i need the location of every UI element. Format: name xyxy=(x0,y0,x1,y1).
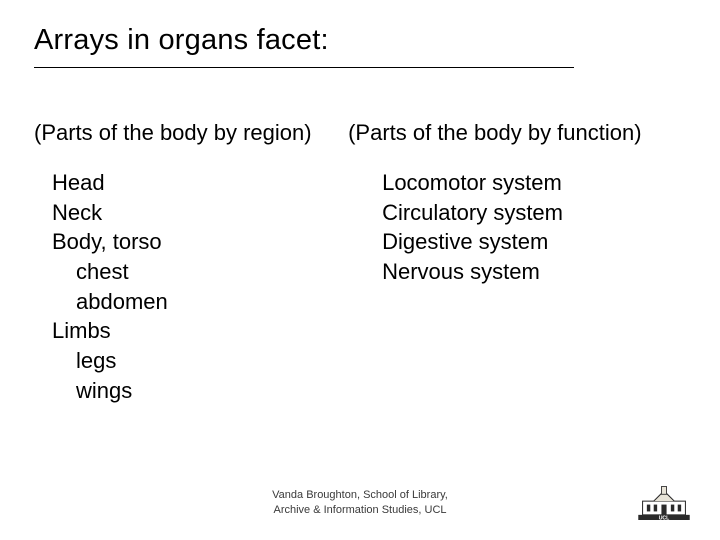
list-item: Circulatory system xyxy=(382,198,686,228)
list-item: Head xyxy=(52,168,348,198)
title-underline xyxy=(34,67,574,68)
column-left-items: Head Neck Body, torso chest abdomen Limb… xyxy=(34,168,348,406)
list-item: chest xyxy=(52,257,348,287)
list-item: Digestive system xyxy=(382,227,686,257)
list-item: wings xyxy=(52,376,348,406)
slide: Arrays in organs facet: (Parts of the bo… xyxy=(0,0,720,540)
list-item: Body, torso xyxy=(52,227,348,257)
list-item: Nervous system xyxy=(382,257,686,287)
columns-container: (Parts of the body by region) Head Neck … xyxy=(34,120,686,406)
column-left: (Parts of the body by region) Head Neck … xyxy=(34,120,348,406)
list-item: Locomotor system xyxy=(382,168,686,198)
column-left-header: (Parts of the body by region) xyxy=(34,120,348,146)
column-right: (Parts of the body by function) Locomoto… xyxy=(348,120,686,406)
list-item: Limbs xyxy=(52,316,348,346)
column-right-header: (Parts of the body by function) xyxy=(348,120,686,146)
ucl-logo-icon: UCL xyxy=(638,484,690,520)
footer-line-2: Archive & Information Studies, UCL xyxy=(273,504,446,516)
list-item: abdomen xyxy=(52,287,348,317)
footer-line-1: Vanda Broughton, School of Library, xyxy=(272,489,448,501)
column-right-items: Locomotor system Circulatory system Dige… xyxy=(348,168,686,287)
footer-text: Vanda Broughton, School of Library, Arch… xyxy=(0,488,720,518)
list-item: legs xyxy=(52,346,348,376)
list-item: Neck xyxy=(52,198,348,228)
svg-text:UCL: UCL xyxy=(659,516,670,520)
slide-title: Arrays in organs facet: xyxy=(34,24,686,57)
